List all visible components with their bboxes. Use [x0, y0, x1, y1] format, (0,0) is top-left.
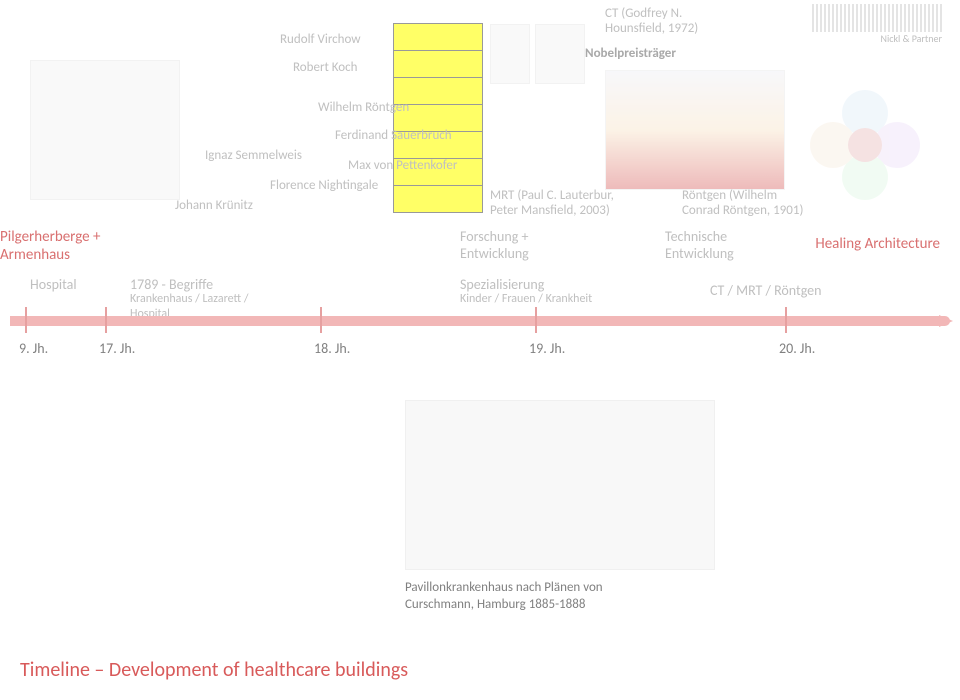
axis-tick	[785, 307, 787, 333]
axis-tick	[535, 307, 537, 333]
ghost-scan	[605, 70, 785, 190]
label-mrt: MRT (Paul C. Lauterbur, Peter Mansfield,…	[490, 188, 614, 218]
axis-label: 9. Jh.	[19, 340, 48, 357]
label-virchow: Rudolf Virchow	[280, 32, 361, 47]
label-nobel: Nobelpreisträger	[585, 46, 676, 61]
label-ctmrt: CT / MRT / Röntgen	[710, 282, 822, 300]
axis-label: 19. Jh.	[529, 340, 565, 357]
timeline-axis	[10, 316, 950, 326]
label-semmelweis: Ignaz Semmelweis	[205, 148, 302, 163]
label-sauerbruch: Ferdinand Sauerbruch	[335, 128, 452, 143]
label-ct: CT (Godfrey N. Hounsfield, 1972)	[605, 6, 698, 36]
label-kruenitz: Johann Krünitz	[175, 198, 253, 213]
label-forschung: Forschung + Entwicklung	[460, 228, 529, 262]
label-koch: Robert Koch	[293, 60, 357, 75]
flower-diagram-ghost	[810, 90, 920, 200]
label-technische: Technische Entwicklung	[665, 228, 734, 262]
label-pettenkofer: Max von Pettenkofer	[348, 158, 457, 173]
axis-label: 20. Jh.	[779, 340, 815, 357]
page-title: Timeline – Development of healthcare bui…	[20, 658, 408, 682]
ghost-pavilion-plan	[405, 400, 715, 570]
label-roentgen-wc: Röntgen (Wilhelm Conrad Röntgen, 1901)	[682, 188, 803, 218]
axis-label: 18. Jh.	[314, 340, 350, 357]
label-healing: Healing Architecture	[815, 235, 940, 253]
firm-label: Nickl & Partner	[881, 32, 942, 45]
label-roentgen-w: Wilhelm Röntgen	[318, 100, 409, 115]
axis-tick	[25, 307, 27, 333]
ghost-portrait-1	[490, 24, 530, 84]
highlight-stack	[393, 24, 483, 213]
barcode-decoration	[812, 4, 942, 32]
label-hospital: Hospital	[30, 276, 77, 294]
caption-pavilion: Pavillonkrankenhaus nach Plänen von Curs…	[405, 580, 603, 614]
label-nightingale: Florence Nightingale	[270, 178, 378, 193]
label-begriffe-year: 1789 - Begriffe	[130, 276, 213, 294]
axis-tick	[105, 307, 107, 333]
axis-label: 17. Jh.	[99, 340, 135, 357]
label-pilgerherberge: Pilgerherberge + Armenhaus	[0, 228, 100, 264]
ghost-woodcut	[30, 60, 180, 200]
axis-tick	[320, 307, 322, 333]
label-spez-sub: Kinder / Frauen / Krankheit	[460, 292, 592, 307]
ghost-portrait-2	[535, 24, 585, 84]
label-spez: Spezialisierung	[460, 276, 544, 294]
